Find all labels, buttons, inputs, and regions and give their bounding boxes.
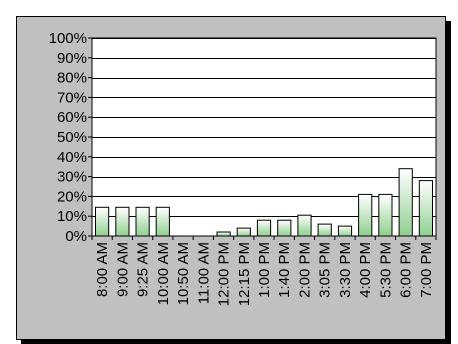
- y-tick-labels: 0% 10% 20% 30% 40% 50% 60% 70% 80% 90% 100%: [49, 30, 92, 245]
- y-tick-label: 60%: [57, 109, 87, 126]
- bars: [95, 168, 433, 237]
- x-tick-label: 7:00 PM: [418, 242, 435, 298]
- x-tick-label: 3:30 PM: [337, 242, 354, 298]
- bar: [418, 180, 433, 237]
- bar: [155, 206, 170, 237]
- y-tick-label: 0%: [65, 228, 87, 245]
- x-tick-label: 5:30 PM: [377, 242, 394, 298]
- x-tick-label: 9:00 AM: [114, 242, 131, 297]
- bar: [317, 223, 332, 237]
- bar: [216, 231, 231, 237]
- x-tick-label: 11:00 AM: [195, 242, 212, 304]
- bar: [135, 206, 150, 237]
- x-tick-label: 10:00 AM: [155, 242, 172, 305]
- y-tick-label: 90%: [57, 50, 87, 67]
- bar: [277, 219, 292, 237]
- y-tick-label: 20%: [57, 188, 87, 205]
- x-tick-label: 1:40 PM: [276, 242, 293, 298]
- bar-chart: 0% 10% 20% 30% 40% 50% 60% 70% 80% 90% 100% 8:00 A…: [49, 30, 437, 306]
- bar: [236, 227, 251, 237]
- x-tick-label: 10:50 AM: [175, 242, 192, 305]
- bar: [337, 225, 353, 237]
- x-tick-label: 3:05 PM: [317, 242, 334, 298]
- bar: [378, 193, 393, 237]
- x-tick-label: 12:15 PM: [236, 242, 253, 306]
- y-tick-label: 10%: [57, 208, 87, 225]
- bar: [358, 193, 373, 237]
- y-tick-label: 80%: [57, 70, 87, 87]
- x-tick-label: 2:00 PM: [296, 242, 313, 298]
- bar: [115, 206, 130, 237]
- bar: [297, 214, 312, 237]
- x-tick-labels: 8:00 AM 9:00 AM 9:25 AM 10:00 AM 10:50 AM 11:…: [91, 236, 437, 306]
- bar: [398, 168, 413, 237]
- x-tick-label: 6:00 PM: [398, 242, 415, 298]
- y-tick-label: 70%: [57, 89, 87, 106]
- y-tick-label: 30%: [57, 169, 87, 186]
- x-tick-label: 12:00 PM: [216, 242, 233, 306]
- y-tick-label: 40%: [57, 149, 87, 166]
- x-tick-label: 4:00 PM: [357, 242, 374, 298]
- x-tick-label: 1:00 PM: [256, 242, 273, 298]
- bar: [256, 219, 272, 237]
- x-tick-label: 9:25 AM: [135, 242, 152, 297]
- bar: [95, 206, 110, 237]
- x-tick-label: 8:00 AM: [94, 242, 111, 297]
- chart-frame: 0% 10% 20% 30% 40% 50% 60% 70% 80% 90% 100% 8:00 A…: [16, 16, 446, 340]
- y-tick-label: 50%: [57, 129, 87, 146]
- y-tick-label: 100%: [49, 30, 87, 47]
